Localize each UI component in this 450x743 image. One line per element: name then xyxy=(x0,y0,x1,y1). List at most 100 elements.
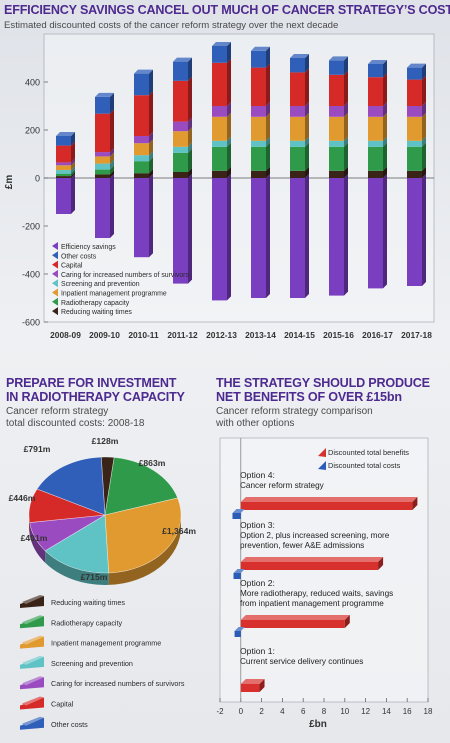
legend-swatch xyxy=(52,269,58,278)
legend-label: Screening and prevention xyxy=(51,659,133,668)
x-tick-label: 4 xyxy=(280,707,285,716)
bar-segment-side xyxy=(71,141,75,163)
bar-segment-side xyxy=(227,58,231,106)
bar-segment-side xyxy=(227,136,231,147)
option-label-line: prevention, fewer A&E admissions xyxy=(240,541,364,550)
bar-segment xyxy=(56,176,71,178)
x-tick-label: 2010-11 xyxy=(128,330,159,340)
bar-group xyxy=(251,46,270,298)
legend-label: Discounted total benefits xyxy=(328,448,409,457)
bar-group xyxy=(56,132,75,214)
bar-segment xyxy=(56,136,71,146)
bar-segment-side xyxy=(422,166,426,178)
bar-segment-side xyxy=(266,142,270,171)
legend-swatch xyxy=(20,636,44,649)
bar-segment-side xyxy=(188,57,192,81)
bar-segment xyxy=(329,106,344,117)
costs-bar xyxy=(234,631,241,637)
bar-segment xyxy=(212,116,227,141)
legend-label: Efficiency savings xyxy=(61,244,116,251)
benefits-bar-side xyxy=(412,497,418,510)
hbar-chart-subtitle-line2: with other options xyxy=(216,418,295,429)
option-label-title: Option 3: xyxy=(240,520,275,530)
bar-segment-side xyxy=(383,73,387,106)
bar-segment-side xyxy=(71,158,75,166)
pie-slice xyxy=(36,456,106,516)
bar-segment-side xyxy=(188,148,192,172)
bar-segment-side xyxy=(188,117,192,132)
legend-swatch xyxy=(52,242,58,250)
legend-swatch-top xyxy=(22,655,44,665)
bar-segment xyxy=(134,95,149,136)
bar-segment xyxy=(290,58,305,73)
bar-top xyxy=(251,46,270,51)
x-tick-label: -2 xyxy=(216,707,224,716)
x-tick-label: 8 xyxy=(322,707,327,716)
bar-segment xyxy=(290,116,305,141)
benefits-bar-side xyxy=(259,679,265,692)
bar-segment xyxy=(56,165,71,171)
bar-segment xyxy=(329,140,344,147)
bar-segment xyxy=(95,163,110,170)
y-tick-label: -600 xyxy=(22,318,40,328)
y-tick-label: -400 xyxy=(22,270,40,280)
pie-chart-title-line1: PREPARE FOR INVESTMENT xyxy=(6,376,177,390)
pie-slice-side xyxy=(29,522,46,563)
bar-segment-side xyxy=(266,46,270,68)
legend-swatch xyxy=(52,260,58,269)
benefits-bar xyxy=(240,620,345,628)
bar-segment xyxy=(329,74,344,106)
legend-label: Other costs xyxy=(51,720,88,729)
bar-segment-side xyxy=(383,166,387,178)
bar-segment-side xyxy=(71,169,75,177)
legend-label: Inpatient management programme xyxy=(51,639,161,648)
legend-swatch xyxy=(52,297,58,306)
bar-segment-side xyxy=(266,102,270,117)
bar-segment-side xyxy=(344,112,348,141)
bar-segment-side xyxy=(305,102,309,117)
bar-segment xyxy=(407,146,422,171)
bar-segment xyxy=(134,173,149,178)
bar-segment xyxy=(134,136,149,144)
bar-segment-side xyxy=(149,132,153,144)
bar-segment xyxy=(368,178,383,289)
bar-top xyxy=(212,42,231,46)
bar-segment xyxy=(251,106,266,117)
benefits-bar xyxy=(240,562,379,570)
legend-label: Reducing waiting times xyxy=(51,598,125,607)
option-label-line: Current service delivery continues xyxy=(240,657,363,666)
bar-segment-side xyxy=(305,136,309,147)
x-tick-label: 2013-14 xyxy=(245,330,276,340)
option-label-title: Option 1: xyxy=(240,646,275,656)
bar-segment-side xyxy=(110,165,114,175)
pie-chart-title-line2: IN RADIOTHERAPY CAPACITY xyxy=(6,390,185,404)
legend: Discounted total benefits Discounted tota… xyxy=(318,448,409,470)
x-tick-label: 2011-12 xyxy=(167,330,198,340)
bar-segment xyxy=(407,106,422,117)
legend-swatch xyxy=(52,307,58,316)
legend-label: Radiotherapy capacity xyxy=(51,618,123,627)
x-axis-label: £bn xyxy=(309,719,327,730)
bar-segment xyxy=(368,77,383,106)
bar-segment-side xyxy=(383,136,387,147)
pie-data-label: £791m xyxy=(24,444,51,454)
bar-segment xyxy=(212,178,227,301)
bar-segment-side xyxy=(149,157,153,174)
bar-segment-side xyxy=(344,166,348,178)
bar-segment-side xyxy=(344,70,348,106)
bar-segment-side xyxy=(266,174,270,298)
benefits-bar-top xyxy=(240,679,265,684)
bar-segment-side xyxy=(110,109,114,153)
option-label-line: Option 2, plus increased screening, more xyxy=(240,531,390,540)
x-tick-label: 2012-13 xyxy=(206,330,237,340)
bar-segment-side xyxy=(422,142,426,171)
bar-segment-side xyxy=(188,76,192,122)
bar-segment-side xyxy=(344,142,348,171)
bar-segment-side xyxy=(149,151,153,162)
hbar-chart-title-line1: THE STRATEGY SHOULD PRODUCE xyxy=(216,376,430,390)
bar-segment xyxy=(290,146,305,171)
bar-segment-side xyxy=(383,112,387,141)
y-axis-label: £m xyxy=(4,175,15,190)
bar-segment xyxy=(212,62,227,106)
bar-segment xyxy=(407,116,422,141)
